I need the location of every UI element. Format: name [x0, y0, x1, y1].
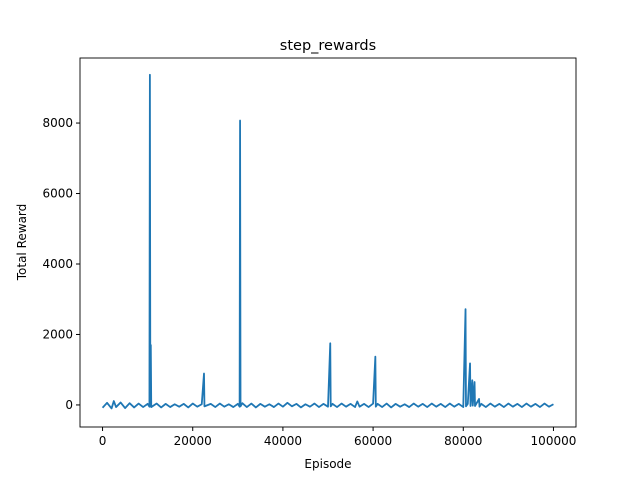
- y-axis-label: Total Reward: [15, 204, 29, 282]
- x-tick-label: 60000: [354, 434, 392, 448]
- y-tick-label: 2000: [42, 327, 73, 341]
- x-tick-label: 20000: [174, 434, 212, 448]
- data-line: [101, 73, 554, 410]
- axes-frame: [79, 57, 577, 428]
- x-tick-label: 100000: [531, 434, 577, 448]
- x-tick-label: 40000: [264, 434, 302, 448]
- x-tick-label: 0: [99, 434, 107, 448]
- y-tick-label: 6000: [42, 187, 73, 201]
- y-tick-label: 0: [65, 398, 73, 412]
- chart-title: step_rewards: [280, 38, 376, 54]
- y-tick-label: 8000: [42, 116, 73, 130]
- y-tick-label: 4000: [42, 257, 73, 271]
- x-tick-label: 80000: [444, 434, 482, 448]
- x-axis-label: Episode: [304, 457, 351, 471]
